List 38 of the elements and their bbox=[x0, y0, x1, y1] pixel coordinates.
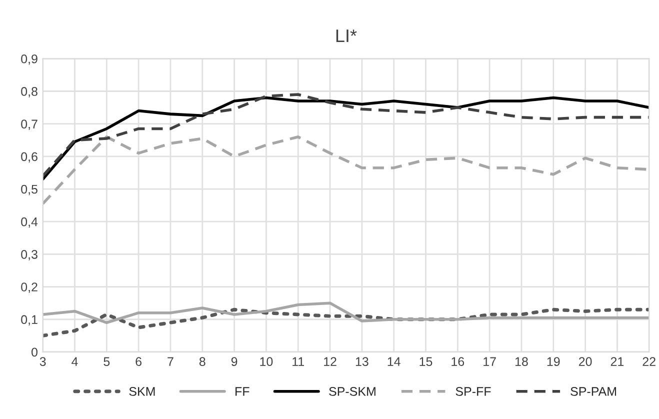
line-series bbox=[42, 308, 650, 338]
legend-label: SP-FF bbox=[456, 387, 491, 396]
x-tick-label: 14 bbox=[388, 357, 400, 366]
x-tick-label: 17 bbox=[484, 357, 496, 366]
legend-label: SP-PAM bbox=[570, 387, 616, 396]
y-tick-label: 0,1 bbox=[21, 315, 38, 326]
x-tick-label: 16 bbox=[452, 357, 464, 366]
x-tick-label: 11 bbox=[292, 357, 304, 366]
line-series bbox=[42, 302, 650, 324]
x-tick-label: 22 bbox=[642, 357, 656, 366]
x-tick-label: 10 bbox=[260, 357, 273, 366]
y-tick-label: 0,2 bbox=[21, 282, 38, 293]
legend-label: SKM bbox=[129, 387, 155, 396]
x-tick-label: 15 bbox=[420, 357, 432, 366]
y-tick-label: 0,8 bbox=[21, 87, 38, 98]
x-tick-label: 13 bbox=[356, 357, 368, 366]
y-tick-label: 0 bbox=[32, 348, 38, 357]
x-tick-label: 4 bbox=[72, 357, 78, 366]
y-tick-label: 0,6 bbox=[21, 152, 38, 163]
legend-label: FF bbox=[236, 387, 250, 396]
x-tick-label: 6 bbox=[136, 357, 142, 366]
y-tick-label: 0,9 bbox=[21, 54, 38, 65]
y-tick-label: 0,4 bbox=[21, 217, 38, 228]
y-tick-label: 0,3 bbox=[21, 250, 38, 260]
x-tick-label: 21 bbox=[610, 357, 624, 366]
x-tick-label: 12 bbox=[324, 357, 336, 366]
x-tick-label: 20 bbox=[578, 357, 592, 366]
x-tick-label: 19 bbox=[547, 357, 560, 366]
y-tick-label: 0,5 bbox=[21, 184, 38, 196]
x-tick-label: 7 bbox=[168, 357, 174, 366]
chart-title: LI* bbox=[336, 30, 357, 42]
y-tick-label: 0,7 bbox=[21, 120, 38, 130]
x-tick-label: 18 bbox=[515, 357, 528, 366]
legend-label: SP-SKM bbox=[329, 387, 376, 396]
x-tick-label: 8 bbox=[199, 357, 206, 366]
x-tick-label: 9 bbox=[231, 357, 238, 366]
x-tick-label: 3 bbox=[40, 357, 46, 366]
x-tick-label: 5 bbox=[104, 357, 110, 366]
